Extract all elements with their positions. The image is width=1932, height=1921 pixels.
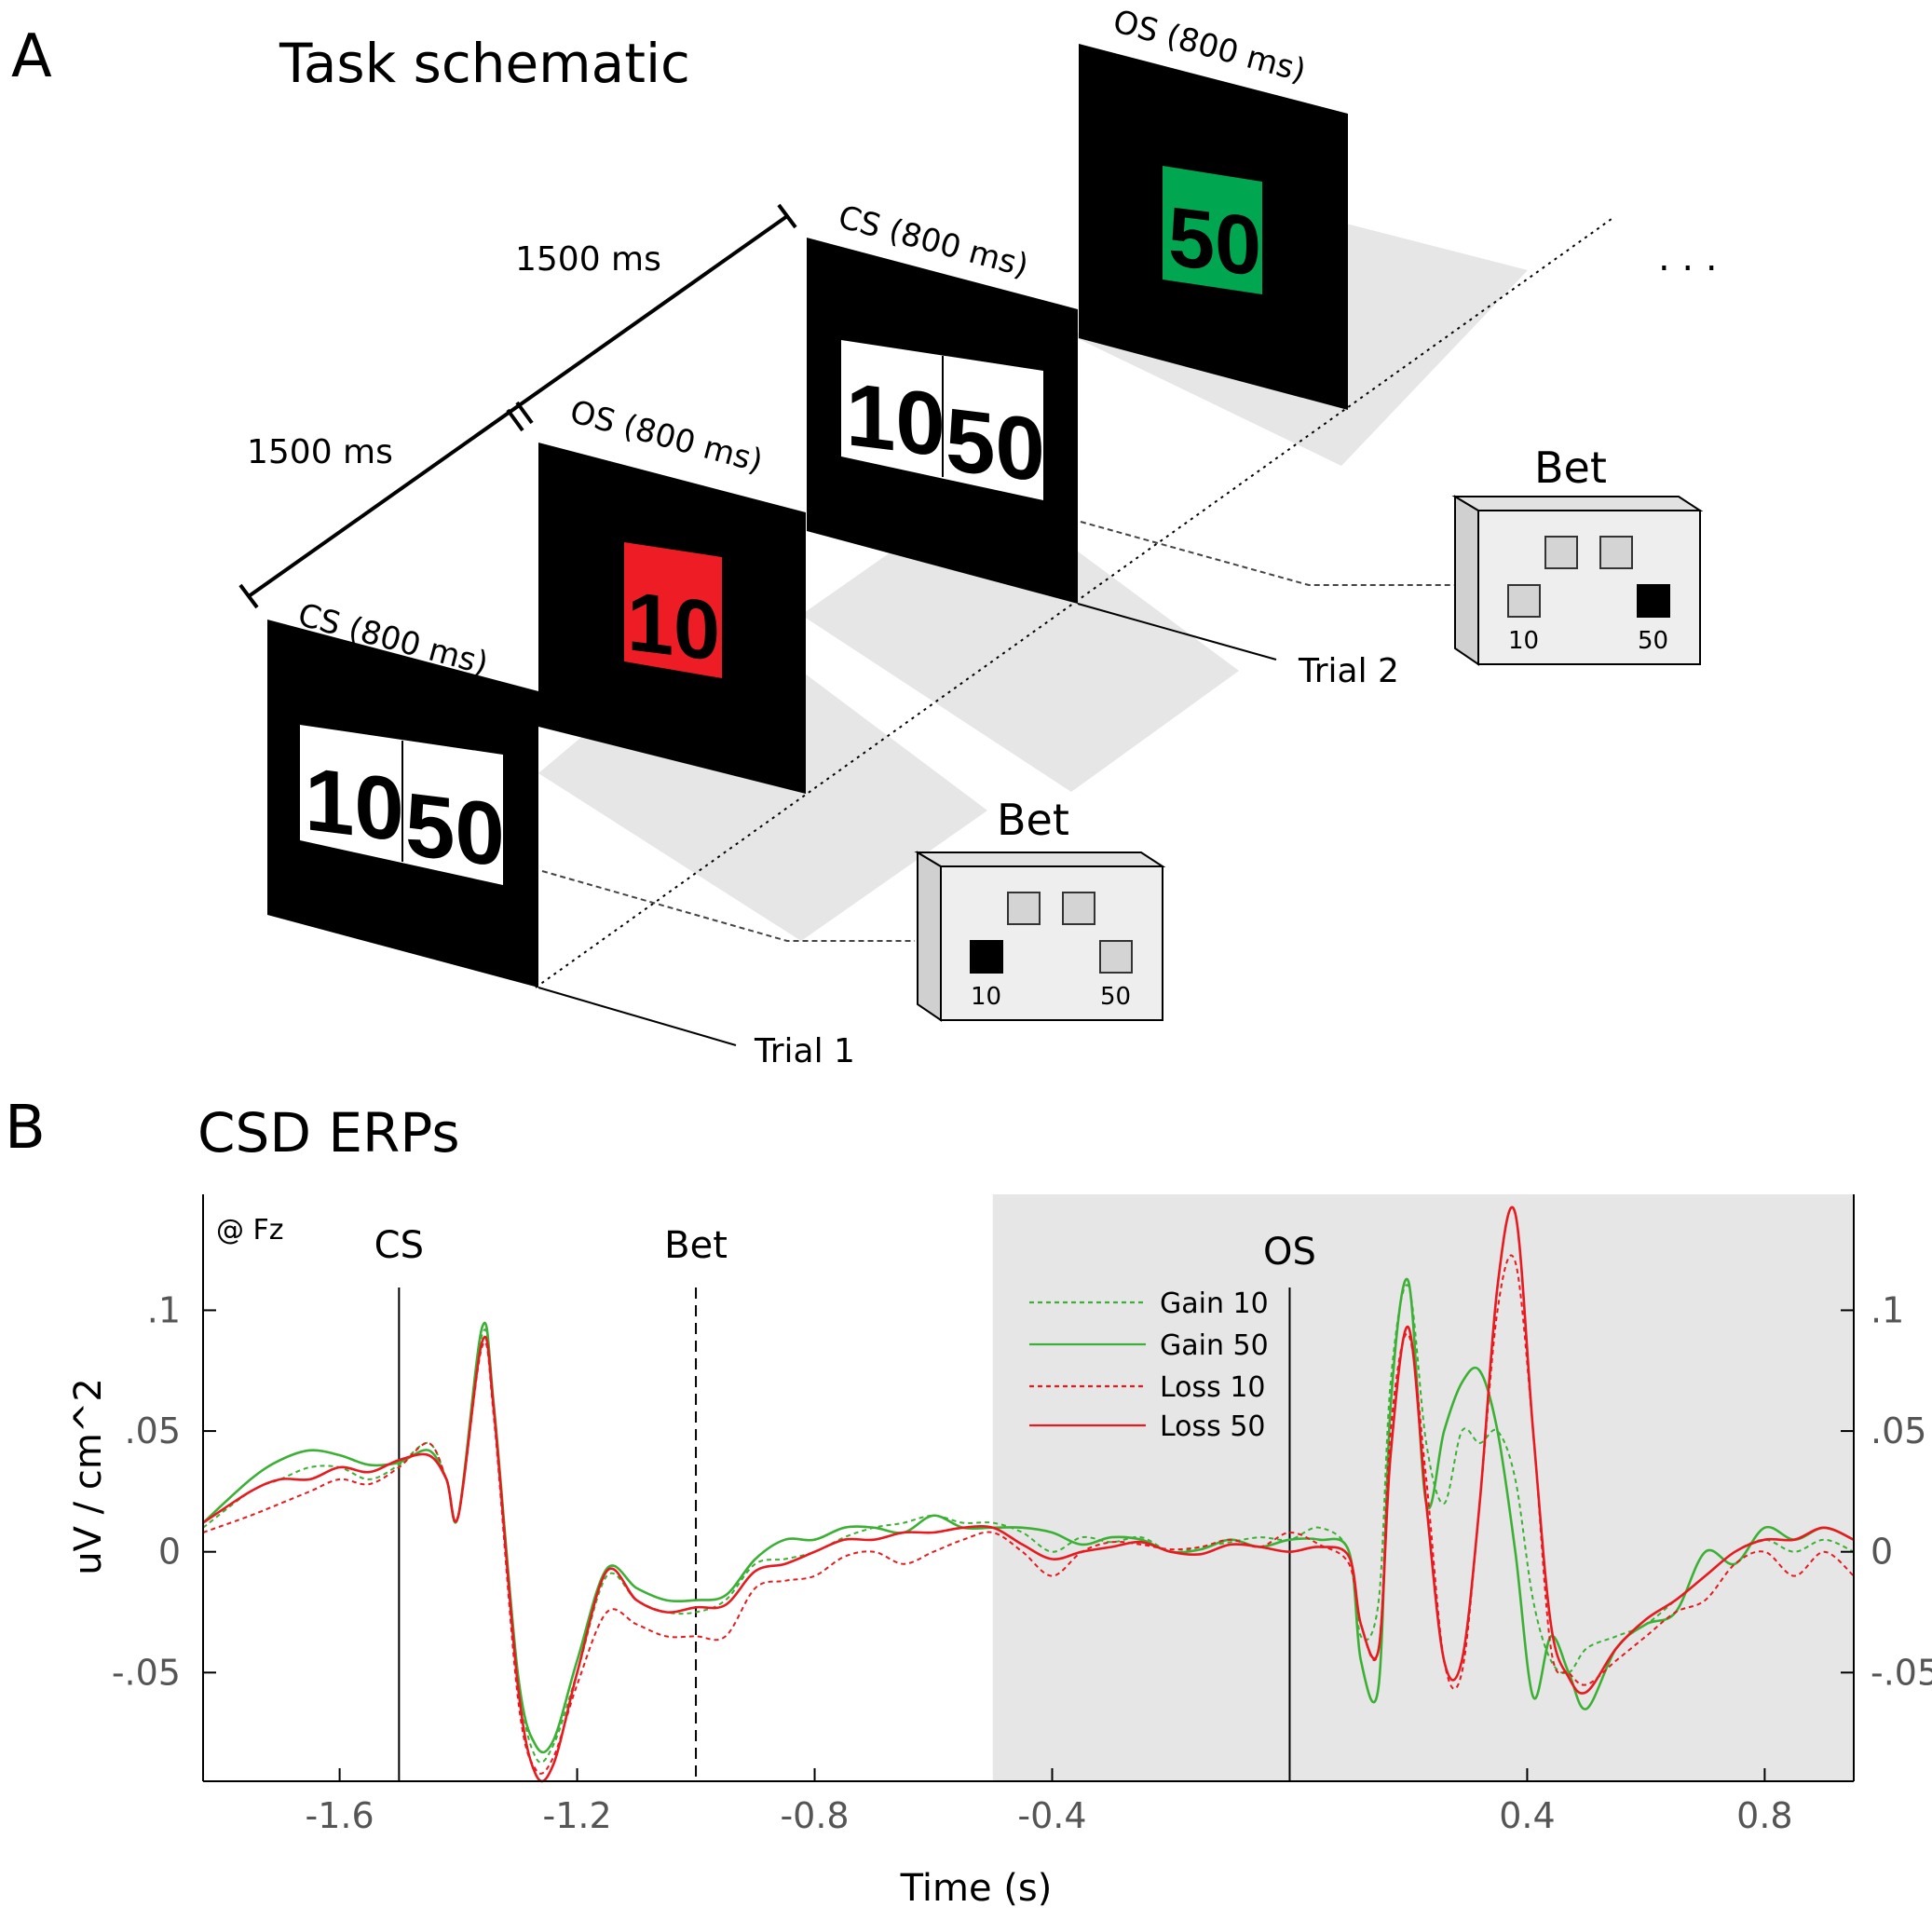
bet-left-value: 10 [971,983,1001,1011]
bet-button [1099,940,1133,974]
os-screen-trial-1: 10 [538,443,806,794]
bet-button [1062,892,1095,925]
series-lines [202,1206,1855,1783]
cs-right-value: 50 [405,774,505,886]
bet-2-leader [1080,521,1455,586]
os-value-box [1163,166,1262,294]
bet-right-value: 50 [1638,627,1668,655]
bet-box-trial-2: 10 50 [1451,495,1704,666]
y-tick-label-right: 0 [1871,1532,1893,1573]
legend-label: Loss 10 [1160,1371,1266,1404]
bet-button-selected [1637,584,1670,618]
legend-label: Gain 50 [1160,1329,1269,1362]
cs-screen-trial-2: 10 50 [807,238,1078,604]
legend-label: Gain 10 [1160,1287,1269,1320]
os-value: 50 [1168,189,1261,294]
panel-a-letter: A [11,22,52,91]
trial-1-label: Trial 1 [754,1032,855,1070]
x-tick-label: 0.4 [1499,1795,1555,1836]
bet-button-selected [970,940,1003,974]
axes: -1.6 -1.2 -0.8 -0.4 0.4 0.8 .1 .1 .05 .05 0 0 -.05 -.… [112,1194,1932,1836]
ellipsis: . . . [1658,237,1718,279]
trial-1-line [537,987,737,1046]
panel-b-title: CSD ERPs [197,1101,460,1165]
cs-left-value: 10 [305,749,404,861]
bet-label-1: Bet [997,795,1069,845]
x-tick-label: 0.8 [1736,1795,1792,1836]
trial-2-line [1077,603,1277,661]
x-axis-label: Time (s) [900,1867,1053,1910]
os-value: 10 [627,574,720,679]
legend: Gain 10 Gain 50 Loss 10 Loss 50 [1029,1287,1269,1443]
bet-button [1599,536,1633,569]
event-lines: CS Bet OS [374,1224,1316,1781]
bet-button [1544,536,1578,569]
series-line-gain-10 [202,1284,1855,1764]
event-label-os: OS [1263,1231,1316,1274]
panel-a-title: Task schematic [279,32,690,95]
os-value-box [624,542,722,678]
legend-label: Loss 50 [1160,1410,1266,1443]
y-tick-label-left: .1 [147,1289,181,1330]
y-tick-label-right: .1 [1871,1289,1904,1330]
event-label-cs: CS [374,1224,424,1267]
y-tick-label-left: -.05 [112,1652,181,1693]
x-tick-label: -0.4 [1017,1795,1086,1836]
erp-chart: CS Bet OS -1.6 -1.2 -0.8 -0.4 0.4 0.8 .1 .1 .05 .05… [67,1194,1932,1910]
y-axis-label: uV / cm^2 [67,1378,110,1575]
trial-2-label: Trial 2 [1298,652,1399,690]
bet-box-trial-1: 10 50 [914,851,1166,1022]
floor-shadow [801,484,1239,792]
x-tick-label: -1.2 [542,1795,611,1836]
cs-left-value: 10 [846,364,946,476]
x-tick-label: -1.6 [306,1795,374,1836]
event-label-bet: Bet [664,1224,728,1267]
cs-right-value: 50 [946,389,1045,501]
series-line-loss-50 [202,1206,1855,1783]
bet-label-2: Bet [1534,443,1607,493]
panel-b-letter: B [5,1094,46,1163]
y-tick-label-left: .05 [125,1410,181,1451]
bet-button [1507,584,1541,618]
duration-label-1: 1500 ms [247,433,393,471]
bet-1-leader [541,870,915,942]
bet-left-value: 10 [1508,627,1539,655]
y-tick-label-right: -.05 [1871,1652,1932,1693]
y-tick-label-left: 0 [158,1532,181,1573]
channel-label: @ Fz [216,1214,284,1247]
cs-screen-trial-1: 10 50 [267,620,538,988]
os-screen-trial-2: 50 [1079,44,1348,410]
bet-button [1007,892,1041,925]
bet-right-value: 50 [1100,983,1131,1011]
duration-bracket [238,203,797,609]
x-tick-label: -0.8 [780,1795,849,1836]
y-tick-label-right: .05 [1871,1410,1926,1451]
duration-label-2: 1500 ms [515,240,661,279]
